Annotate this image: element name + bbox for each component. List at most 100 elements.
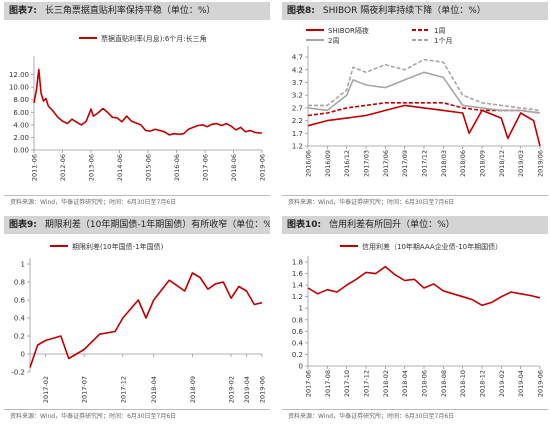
x-tick-label: 2018-06 — [230, 154, 238, 181]
x-tick-label: 2018-04 — [401, 370, 409, 397]
line-chart-8: 1.2 1.7 2.2 2.7 3.2 3.7 4.2 4.7 2016/06 2016/09 20… — [292, 26, 545, 177]
x-tick-label: 2018/06 — [459, 150, 467, 177]
chart-panel-7: 图表7: 长三角票据直贴利率保持平稳（单位：%） 0.00 2.00 4.00 6.00… — [4, 2, 270, 207]
x-tick-label: 2013-06 — [88, 154, 96, 181]
panel-number: 图表8: — [287, 6, 315, 16]
y-tick-label: 0.2 — [292, 351, 303, 359]
y-tick-label: 0.8 — [292, 316, 303, 324]
y-tick-label: 1.8 — [292, 259, 303, 267]
divider — [4, 409, 270, 410]
y-tick-label: 6.00 — [13, 109, 29, 117]
x-tick-label: 2017-12 — [363, 370, 371, 397]
y-tick-label: 0.6 — [292, 328, 304, 336]
x-tick-label: 2018-10 — [459, 370, 467, 397]
y-tick-label: 1.2 — [292, 293, 303, 301]
source-note: 资料来源：Wind，华泰证券研究所；时间：6月30日至7月6日 — [288, 413, 455, 420]
panel-number: 图表9: — [9, 220, 37, 230]
source-note: 资料来源：Wind，华泰证券研究所；时间：6月30日至7月6日 — [288, 199, 455, 206]
y-tick-label: 0 — [299, 363, 303, 371]
x-tick-label: 2016/12 — [343, 150, 351, 177]
y-tick-label: 1.4 — [292, 282, 304, 290]
x-tick-label: 2017-07 — [81, 376, 89, 403]
line-chart-10: 0 0.2 0.4 0.6 0.8 1 1.2 1.4 1.6 1.8 2017-06 2017-08… — [292, 242, 545, 397]
x-tick-label: 2017-08 — [324, 370, 332, 397]
x-tick-label: 2017-12 — [119, 376, 127, 403]
y-tick-label: 2.00 — [13, 134, 29, 142]
legend-label: 1周 — [434, 27, 445, 35]
legend-label: 1个月 — [434, 37, 452, 45]
y-tick-label: -0.2 — [11, 369, 25, 377]
x-tick-label: 2018/09 — [479, 150, 487, 177]
panel-title: 期限利差（10年期国债-1年期国债）有所收窄（单位：%） — [44, 220, 270, 230]
x-tick-label: 2016-06 — [173, 154, 181, 181]
x-tick-label: 2017/03 — [363, 150, 371, 177]
source-note: 资料来源：Wind，华泰证券研究所；时间：6月30日至7月6日 — [10, 413, 177, 420]
x-tick-label: 2016/06 — [305, 150, 313, 177]
y-tick-label: 4.7 — [292, 54, 303, 62]
y-tick-label: 0 — [21, 351, 25, 359]
divider — [282, 409, 548, 410]
legend-label: 2周 — [328, 37, 339, 45]
x-tick-label: 2018-09 — [189, 376, 197, 403]
chart-panel-10: 图表10: 信用利差有所回升（单位：%） 0 0.2 0.4 0.6 0.8 1 1.2 1.4… — [282, 216, 548, 421]
panel-number: 图表7: — [9, 6, 37, 16]
x-tick-label: 2017/06 — [382, 150, 390, 177]
line-chart-9: -0.2 0 0.2 0.4 0.6 0.8 1 2017-02 2017-07 2017-12 2… — [11, 242, 266, 403]
chart-panel-9: 图表9: 期限利差（10年期国债-1年期国债）有所收窄（单位：%） -0.2 0 0.… — [4, 216, 270, 421]
y-tick-label: 3.7 — [292, 79, 303, 87]
panel-title-bar: 图表8: SHIBOR 隔夜利率持续下降（单位：%） — [282, 2, 548, 20]
y-tick-label: 2.7 — [292, 104, 303, 112]
x-tick-label: 2015-06 — [145, 154, 153, 181]
x-tick-label: 2017-06 — [202, 154, 210, 181]
y-tick-label: 0.2 — [14, 333, 25, 341]
x-tick-label: 2019-06 — [537, 370, 545, 397]
x-tick-label: 2018-02 — [382, 370, 390, 397]
x-tick-label: 2019/06 — [537, 150, 545, 177]
y-tick-label: 1 — [21, 261, 25, 269]
x-tick-label: 2018-08 — [440, 370, 448, 397]
series-line — [307, 71, 541, 114]
series-line — [307, 104, 541, 147]
y-tick-label: 3.2 — [292, 92, 303, 100]
panel-title-bar: 图表9: 期限利差（10年期国债-1年期国债）有所收窄（单位：%） — [4, 216, 270, 234]
x-tick-label: 2019-04 — [243, 376, 251, 403]
y-tick-label: 0.4 — [14, 315, 26, 323]
x-tick-label: 2018/03 — [440, 150, 448, 177]
source-note: 资料来源：Wind，华泰证券研究所；时间：6月30日至7月6日 — [10, 199, 177, 206]
x-tick-label: 2018/12 — [498, 150, 506, 177]
x-tick-label: 2018-06 — [421, 370, 429, 397]
legend-label: 票据直贴利率(月息):6个月:长三角 — [101, 34, 207, 43]
x-tick-label: 2019-02 — [228, 376, 236, 403]
x-tick-label: 2014-06 — [116, 154, 124, 181]
x-tick-label: 2017-02 — [42, 376, 50, 403]
series-line — [307, 265, 541, 307]
panel-title-bar: 图表7: 长三角票据直贴利率保持平稳（单位：%） — [4, 2, 270, 20]
panel-title: SHIBOR 隔夜利率持续下降（单位：%） — [322, 6, 486, 16]
x-tick-label: 2016/09 — [324, 150, 332, 177]
series-line — [307, 102, 541, 117]
y-tick-label: 0.6 — [14, 297, 26, 305]
line-chart-7: 0.00 2.00 4.00 6.00 8.00 10.00 12.00 2011-06 201… — [9, 34, 267, 181]
divider — [282, 195, 548, 196]
chart-panel-8: 图表8: SHIBOR 隔夜利率持续下降（单位：%） 1.2 1.7 2.2 2.7 3.… — [282, 2, 548, 207]
x-tick-label: 2011-06 — [31, 154, 39, 181]
panel-title: 信用利差有所回升（单位：%） — [329, 220, 455, 230]
x-tick-label: 2019-06 — [259, 154, 267, 181]
y-tick-label: 0.4 — [292, 339, 304, 347]
series-line — [308, 58, 541, 112]
x-tick-label: 2012-06 — [59, 154, 67, 181]
y-tick-label: 1.7 — [292, 130, 303, 138]
panel-number: 图表10: — [287, 220, 322, 230]
x-tick-label: 2019-02 — [498, 370, 506, 397]
x-tick-label: 2018-12 — [479, 370, 487, 397]
y-tick-label: 4.00 — [13, 121, 29, 129]
series-line — [33, 68, 262, 136]
y-tick-label: 4.2 — [292, 66, 303, 74]
y-tick-label: 0.00 — [13, 147, 29, 155]
x-tick-label: 2017-06 — [305, 370, 313, 397]
divider — [4, 195, 270, 196]
legend-label: 信用利差（10年期AAA企业债-10年期国债） — [362, 242, 502, 251]
x-tick-label: 2019/03 — [517, 150, 525, 177]
x-tick-label: 2018-04 — [150, 376, 158, 403]
x-tick-label: 2017/12 — [421, 150, 429, 177]
